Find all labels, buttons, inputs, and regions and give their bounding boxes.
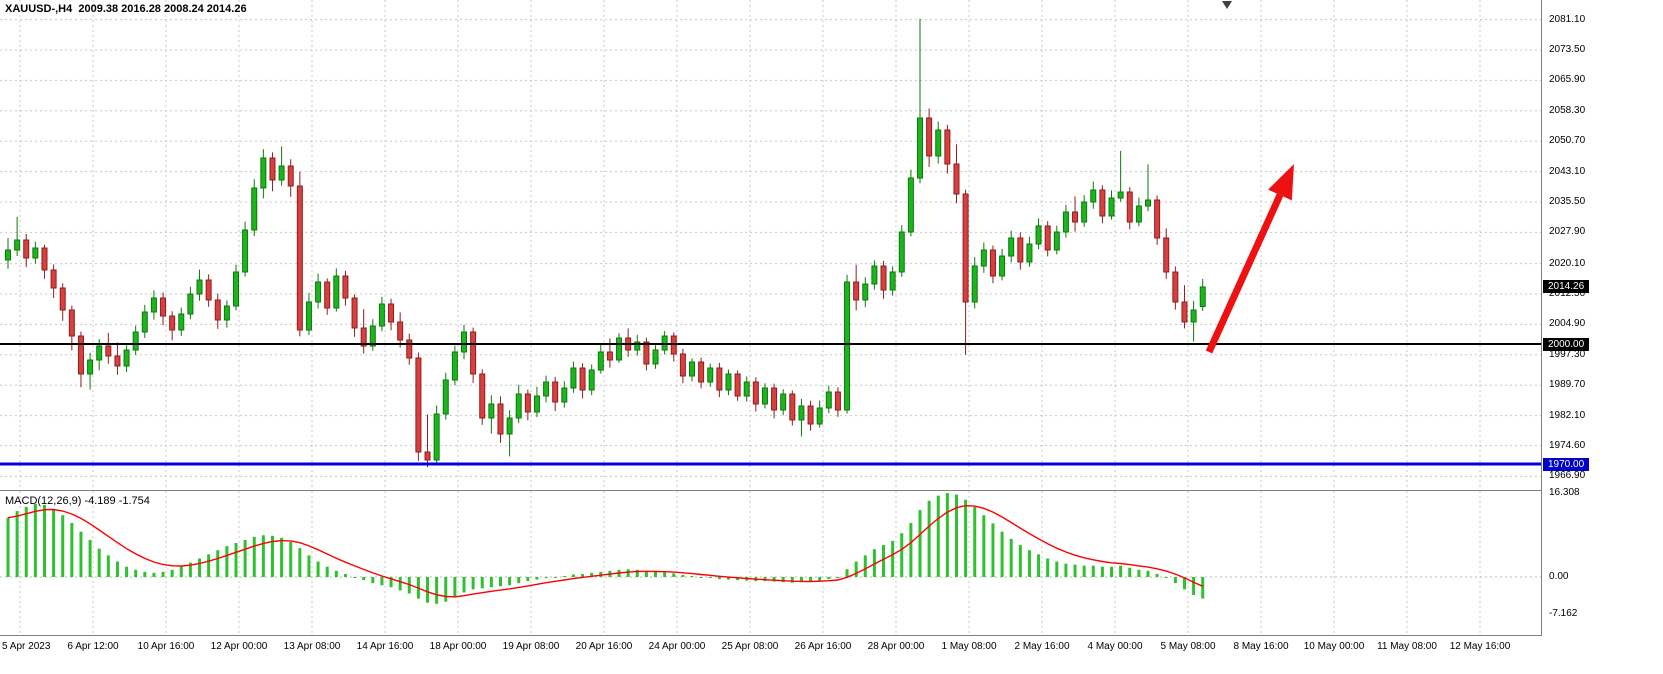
time-axis-label: 8 May 16:00 [1233, 641, 1289, 652]
price-axis-label: 2065.90 [1549, 74, 1586, 86]
time-axis-label: 10 Apr 16:00 [137, 641, 195, 652]
time-axis-label: 5 Apr 2023 [2, 641, 51, 652]
symbol-ohlc-header: XAUUSD-,H4 2009.38 2016.28 2008.24 2014.… [5, 3, 247, 15]
price-axis[interactable]: 2081.10 2073.50 2065.90 2058.30 2050.70 2043.… [1541, 0, 1663, 636]
time-axis-label: 2 May 16:00 [1014, 641, 1070, 652]
time-axis-label: 13 Apr 08:00 [283, 641, 341, 652]
price-axis-label: 1989.70 [1549, 379, 1586, 391]
horizontal-gridlines [0, 19, 1541, 477]
price-axis-label: 2035.50 [1549, 196, 1586, 207]
time-axis-label: 11 May 08:00 [1377, 641, 1437, 652]
price-axis-label: 2081.10 [1549, 13, 1586, 25]
price-axis-label: 2012.50 [1549, 288, 1586, 299]
time-axis-label: 26 Apr 16:00 [794, 641, 852, 652]
price-axis-label: 1982.10 [1549, 409, 1586, 421]
price-axis-label: 2004.90 [1549, 318, 1586, 330]
chart-shift-marker[interactable] [1222, 1, 1232, 9]
vertical-gridlines-macd [19, 491, 1481, 635]
time-axis-label: 18 Apr 00:00 [429, 641, 487, 652]
macd-axis-label: 0.00 [1549, 571, 1569, 582]
macd-axis-label: 16.308 [1549, 487, 1580, 498]
candlestick-series [5, 18, 1206, 468]
level-2000-badge: 2000.00 [1543, 337, 1590, 351]
macd-signal-line [7, 504, 1203, 598]
time-axis-label: 12 May 16:00 [1449, 641, 1511, 652]
macd-indicator-label: MACD(12,26,9) -4.189 -1.754 [5, 495, 150, 507]
pane-separator[interactable] [0, 490, 1663, 491]
macd-indicator-canvas[interactable] [0, 491, 1541, 635]
time-axis-label: 12 Apr 00:00 [210, 641, 268, 652]
price-axis-label: 1974.60 [1549, 439, 1586, 451]
time-axis-label: 24 Apr 00:00 [648, 641, 706, 652]
time-axis-label: 28 Apr 00:00 [867, 641, 925, 652]
price-axis-label: 2020.10 [1549, 257, 1586, 269]
price-chart-canvas[interactable] [0, 0, 1541, 490]
price-axis-label: 1966.90 [1549, 470, 1586, 482]
price-axis-label: 2050.70 [1549, 135, 1586, 147]
time-axis-label: 10 May 00:00 [1303, 641, 1365, 652]
price-axis-label: 2073.50 [1549, 44, 1586, 55]
current-price-badge: 2014.26 [1543, 280, 1590, 294]
time-axis-label: 1 May 08:00 [941, 641, 997, 652]
time-axis-label: 19 Apr 08:00 [502, 641, 560, 652]
time-axis-label: 14 Apr 16:00 [356, 641, 414, 652]
time-axis-label: 25 Apr 08:00 [721, 641, 779, 652]
price-axis-label: 2027.90 [1549, 226, 1586, 238]
vertical-gridlines [19, 0, 1481, 490]
time-axis[interactable]: 5 Apr 2023 6 Apr 12:00 10 Apr 16:00 12 Apr … [0, 636, 1663, 674]
trend-arrow[interactable] [1205, 164, 1294, 354]
macd-histogram [6, 493, 1205, 604]
price-axis-label: 2058.30 [1549, 104, 1586, 116]
macd-axis-label: -7.162 [1549, 607, 1578, 619]
pane-separator-bottom[interactable] [0, 635, 1663, 636]
time-axis-label: 4 May 00:00 [1087, 641, 1143, 652]
price-axis-label: 1997.30 [1549, 348, 1586, 360]
time-axis-label: 20 Apr 16:00 [575, 641, 633, 652]
time-axis-label: 5 May 08:00 [1160, 641, 1216, 652]
time-axis-label: 6 Apr 12:00 [67, 641, 119, 652]
price-axis-label: 2043.10 [1549, 165, 1586, 177]
level-1970-badge: 1970.00 [1543, 457, 1590, 471]
